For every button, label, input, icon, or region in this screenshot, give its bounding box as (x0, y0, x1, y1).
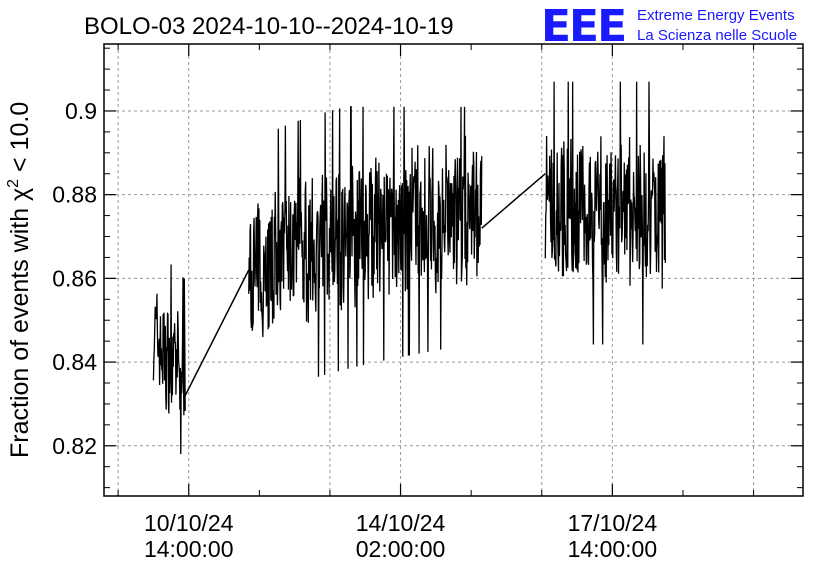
plot-frame (103, 43, 804, 497)
chart-title: BOLO-03 2024-10-10--2024-10-19 (84, 13, 454, 40)
y-ticks: 0.82 0.84 0.86 0.88 0.9 (52, 47, 803, 489)
grid (104, 44, 803, 496)
y-axis-label: Fraction of events with χ2 < 10.0 (5, 102, 34, 458)
series-gap-bridge-1 (184, 269, 250, 396)
series-segment-3 (544, 81, 666, 345)
x-tick-label-date: 17/10/24 (568, 510, 658, 536)
brand-line-1: Extreme Energy Events (637, 7, 795, 24)
x-tick-label-time: 02:00:00 (356, 536, 446, 562)
y-tick-label: 0.86 (52, 265, 97, 291)
series-segment-2 (248, 106, 483, 377)
y-tick-label: 0.9 (65, 98, 97, 124)
axes (103, 43, 804, 497)
series-segment-1 (152, 264, 186, 455)
y-tick-label: 0.82 (52, 433, 97, 459)
y-axis-label-main: Fraction of events with χ (6, 188, 34, 458)
y-tick-label: 0.88 (52, 182, 97, 208)
x-tick-label-date: 14/10/24 (356, 510, 446, 536)
series-group (152, 81, 666, 455)
series-gap-bridge-2 (481, 173, 546, 229)
x-ticks: 10/10/2414:00:0014/10/2402:00:0017/10/24… (117, 44, 755, 562)
brand-line-2: La Scienza nelle Scuole (637, 27, 797, 44)
y-axis-label-sup: 2 (5, 179, 22, 188)
x-tick-label-time: 14:00:00 (568, 536, 658, 562)
y-axis-label-tail: < 10.0 (6, 102, 34, 179)
x-tick-label-date: 10/10/24 (144, 510, 234, 536)
x-tick-label-time: 14:00:00 (144, 536, 234, 562)
y-tick-label: 0.84 (52, 349, 97, 375)
